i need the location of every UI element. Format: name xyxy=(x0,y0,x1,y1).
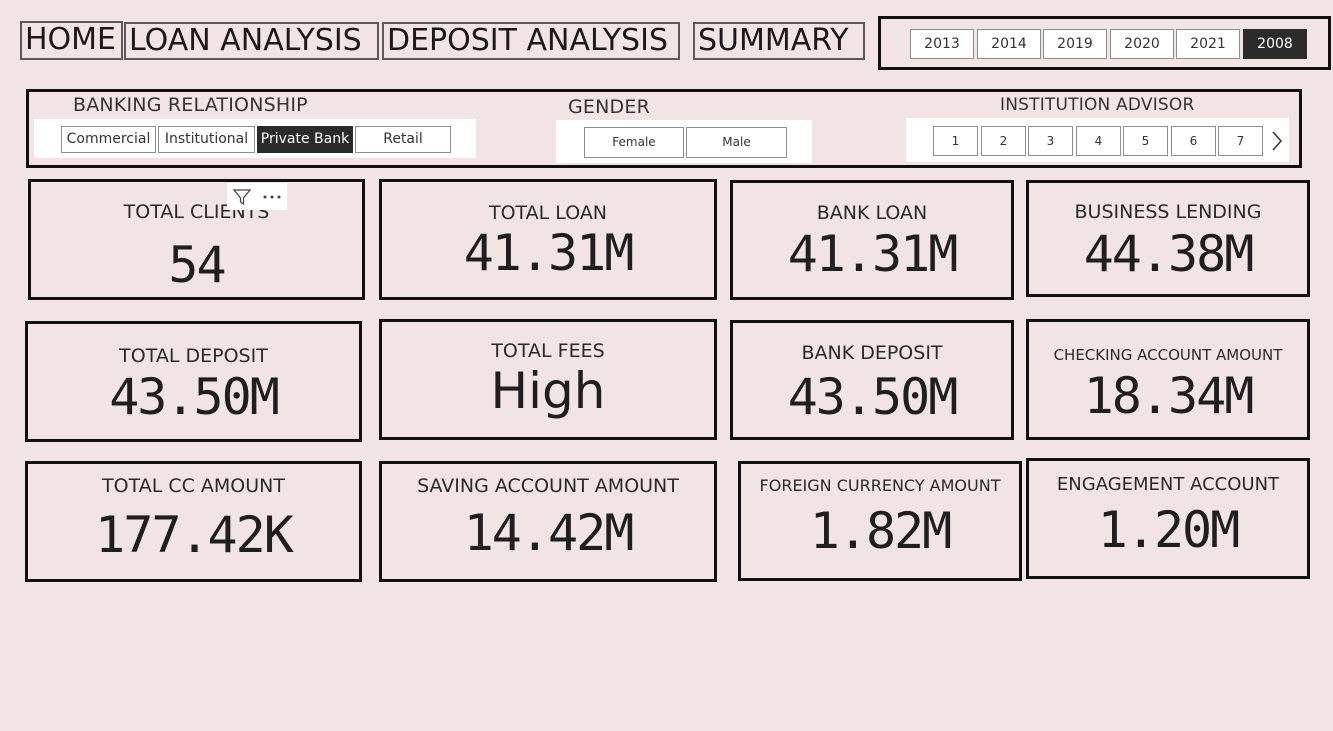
kpi-card-bank-loan: BANK LOAN 41.31M xyxy=(730,180,1014,300)
banking-option-private-bank[interactable]: Private Bank xyxy=(257,126,353,153)
year-option-2013[interactable]: 2013 xyxy=(910,29,974,59)
kpi-card-business-lending: BUSINESS LENDING 44.38M xyxy=(1026,180,1310,297)
visual-header-toolbar xyxy=(227,183,287,210)
kpi-value: 41.31M xyxy=(787,225,959,283)
gender-option-male[interactable]: Male xyxy=(686,127,787,158)
advisor-option-7[interactable]: 7 xyxy=(1218,126,1263,156)
advisor-option-1[interactable]: 1 xyxy=(933,126,978,156)
kpi-value: High xyxy=(490,362,606,420)
kpi-value: 54 xyxy=(168,236,226,294)
kpi-value: 41.31M xyxy=(463,224,635,282)
advisor-option-2[interactable]: 2 xyxy=(981,126,1026,156)
kpi-value: 177.42K xyxy=(95,506,294,564)
gender-slicer: Female Male xyxy=(556,120,812,163)
filter-icon[interactable] xyxy=(227,183,257,210)
kpi-value: 14.42M xyxy=(463,504,635,562)
nav-summary-button[interactable]: SUMMARY xyxy=(693,22,865,60)
banking-option-institutional[interactable]: Institutional xyxy=(158,126,255,153)
kpi-label: BUSINESS LENDING xyxy=(1074,201,1262,223)
gender-title: GENDER xyxy=(568,96,650,118)
kpi-card-engagement-account: ENGAGEMENT ACCOUNT 1.20M xyxy=(1026,458,1310,579)
year-option-2020[interactable]: 2020 xyxy=(1110,29,1174,59)
advisor-option-4[interactable]: 4 xyxy=(1076,126,1121,156)
nav-loan-analysis-button[interactable]: LOAN ANALYSIS xyxy=(124,22,379,60)
kpi-label: ENGAGEMENT ACCOUNT xyxy=(1056,474,1280,495)
kpi-label: TOTAL CLIENTS xyxy=(123,201,270,223)
kpi-card-foreign-currency-amount: FOREIGN CURRENCY AMOUNT 1.82M xyxy=(738,461,1022,581)
kpi-card-bank-deposit: BANK DEPOSIT 43.50M xyxy=(730,320,1014,440)
year-option-2019[interactable]: 2019 xyxy=(1043,29,1107,59)
kpi-label: CHECKING ACCOUNT AMOUNT xyxy=(1053,346,1283,364)
kpi-value: 1.20M xyxy=(1097,501,1241,559)
institution-advisor-slicer: 1 2 3 4 5 6 7 xyxy=(906,118,1289,162)
kpi-card-total-loan: TOTAL LOAN 41.31M xyxy=(379,179,717,300)
gender-option-female[interactable]: Female xyxy=(584,127,684,158)
advisor-option-6[interactable]: 6 xyxy=(1171,126,1216,156)
kpi-card-saving-account-amount: SAVING ACCOUNT AMOUNT 14.42M xyxy=(379,461,717,582)
banking-relationship-slicer: Commercial Institutional Private Bank Re… xyxy=(34,119,476,158)
kpi-value: 43.50M xyxy=(109,368,280,426)
kpi-label: TOTAL FEES xyxy=(491,340,605,362)
kpi-card-total-clients: TOTAL CLIENTS 54 xyxy=(28,179,365,300)
advisor-option-3[interactable]: 3 xyxy=(1028,126,1073,156)
kpi-card-total-fees: TOTAL FEES High xyxy=(379,319,717,440)
kpi-card-checking-account-amount: CHECKING ACCOUNT AMOUNT 18.34M xyxy=(1026,319,1310,440)
kpi-label: SAVING ACCOUNT AMOUNT xyxy=(417,475,679,497)
banking-option-commercial[interactable]: Commercial xyxy=(61,126,156,153)
year-slicer: 2013 2014 2019 2020 2021 2008 xyxy=(878,16,1331,70)
nav-home-button[interactable]: HOME xyxy=(20,21,123,60)
more-options-icon[interactable] xyxy=(257,183,287,210)
year-option-2008[interactable]: 2008 xyxy=(1243,29,1307,59)
kpi-label: BANK DEPOSIT xyxy=(801,342,943,364)
banking-option-retail[interactable]: Retail xyxy=(355,126,451,153)
year-option-2014[interactable]: 2014 xyxy=(977,29,1041,59)
kpi-label: FOREIGN CURRENCY AMOUNT xyxy=(759,476,1001,495)
year-option-2021[interactable]: 2021 xyxy=(1176,29,1240,59)
kpi-label: TOTAL DEPOSIT xyxy=(119,345,268,367)
institution-advisor-title: INSTITUTION ADVISOR xyxy=(1000,95,1195,115)
kpi-value: 18.34M xyxy=(1083,367,1255,425)
kpi-card-total-deposit: TOTAL DEPOSIT 43.50M xyxy=(25,321,362,442)
banking-relationship-title: BANKING RELATIONSHIP xyxy=(73,94,308,116)
kpi-value: 1.82M xyxy=(809,502,953,560)
kpi-value: 44.38M xyxy=(1083,225,1255,283)
nav-deposit-analysis-button[interactable]: DEPOSIT ANALYSIS xyxy=(382,22,680,60)
chevron-right-icon[interactable] xyxy=(1270,130,1284,152)
advisor-option-5[interactable]: 5 xyxy=(1123,126,1168,156)
filter-panel: BANKING RELATIONSHIP Commercial Institut… xyxy=(26,89,1302,168)
kpi-label: TOTAL LOAN xyxy=(488,202,608,224)
kpi-card-total-cc-amount: TOTAL CC AMOUNT 177.42K xyxy=(25,461,362,582)
kpi-value: 43.50M xyxy=(787,368,959,426)
kpi-label: TOTAL CC AMOUNT xyxy=(102,475,285,497)
kpi-label: BANK LOAN xyxy=(816,202,928,224)
